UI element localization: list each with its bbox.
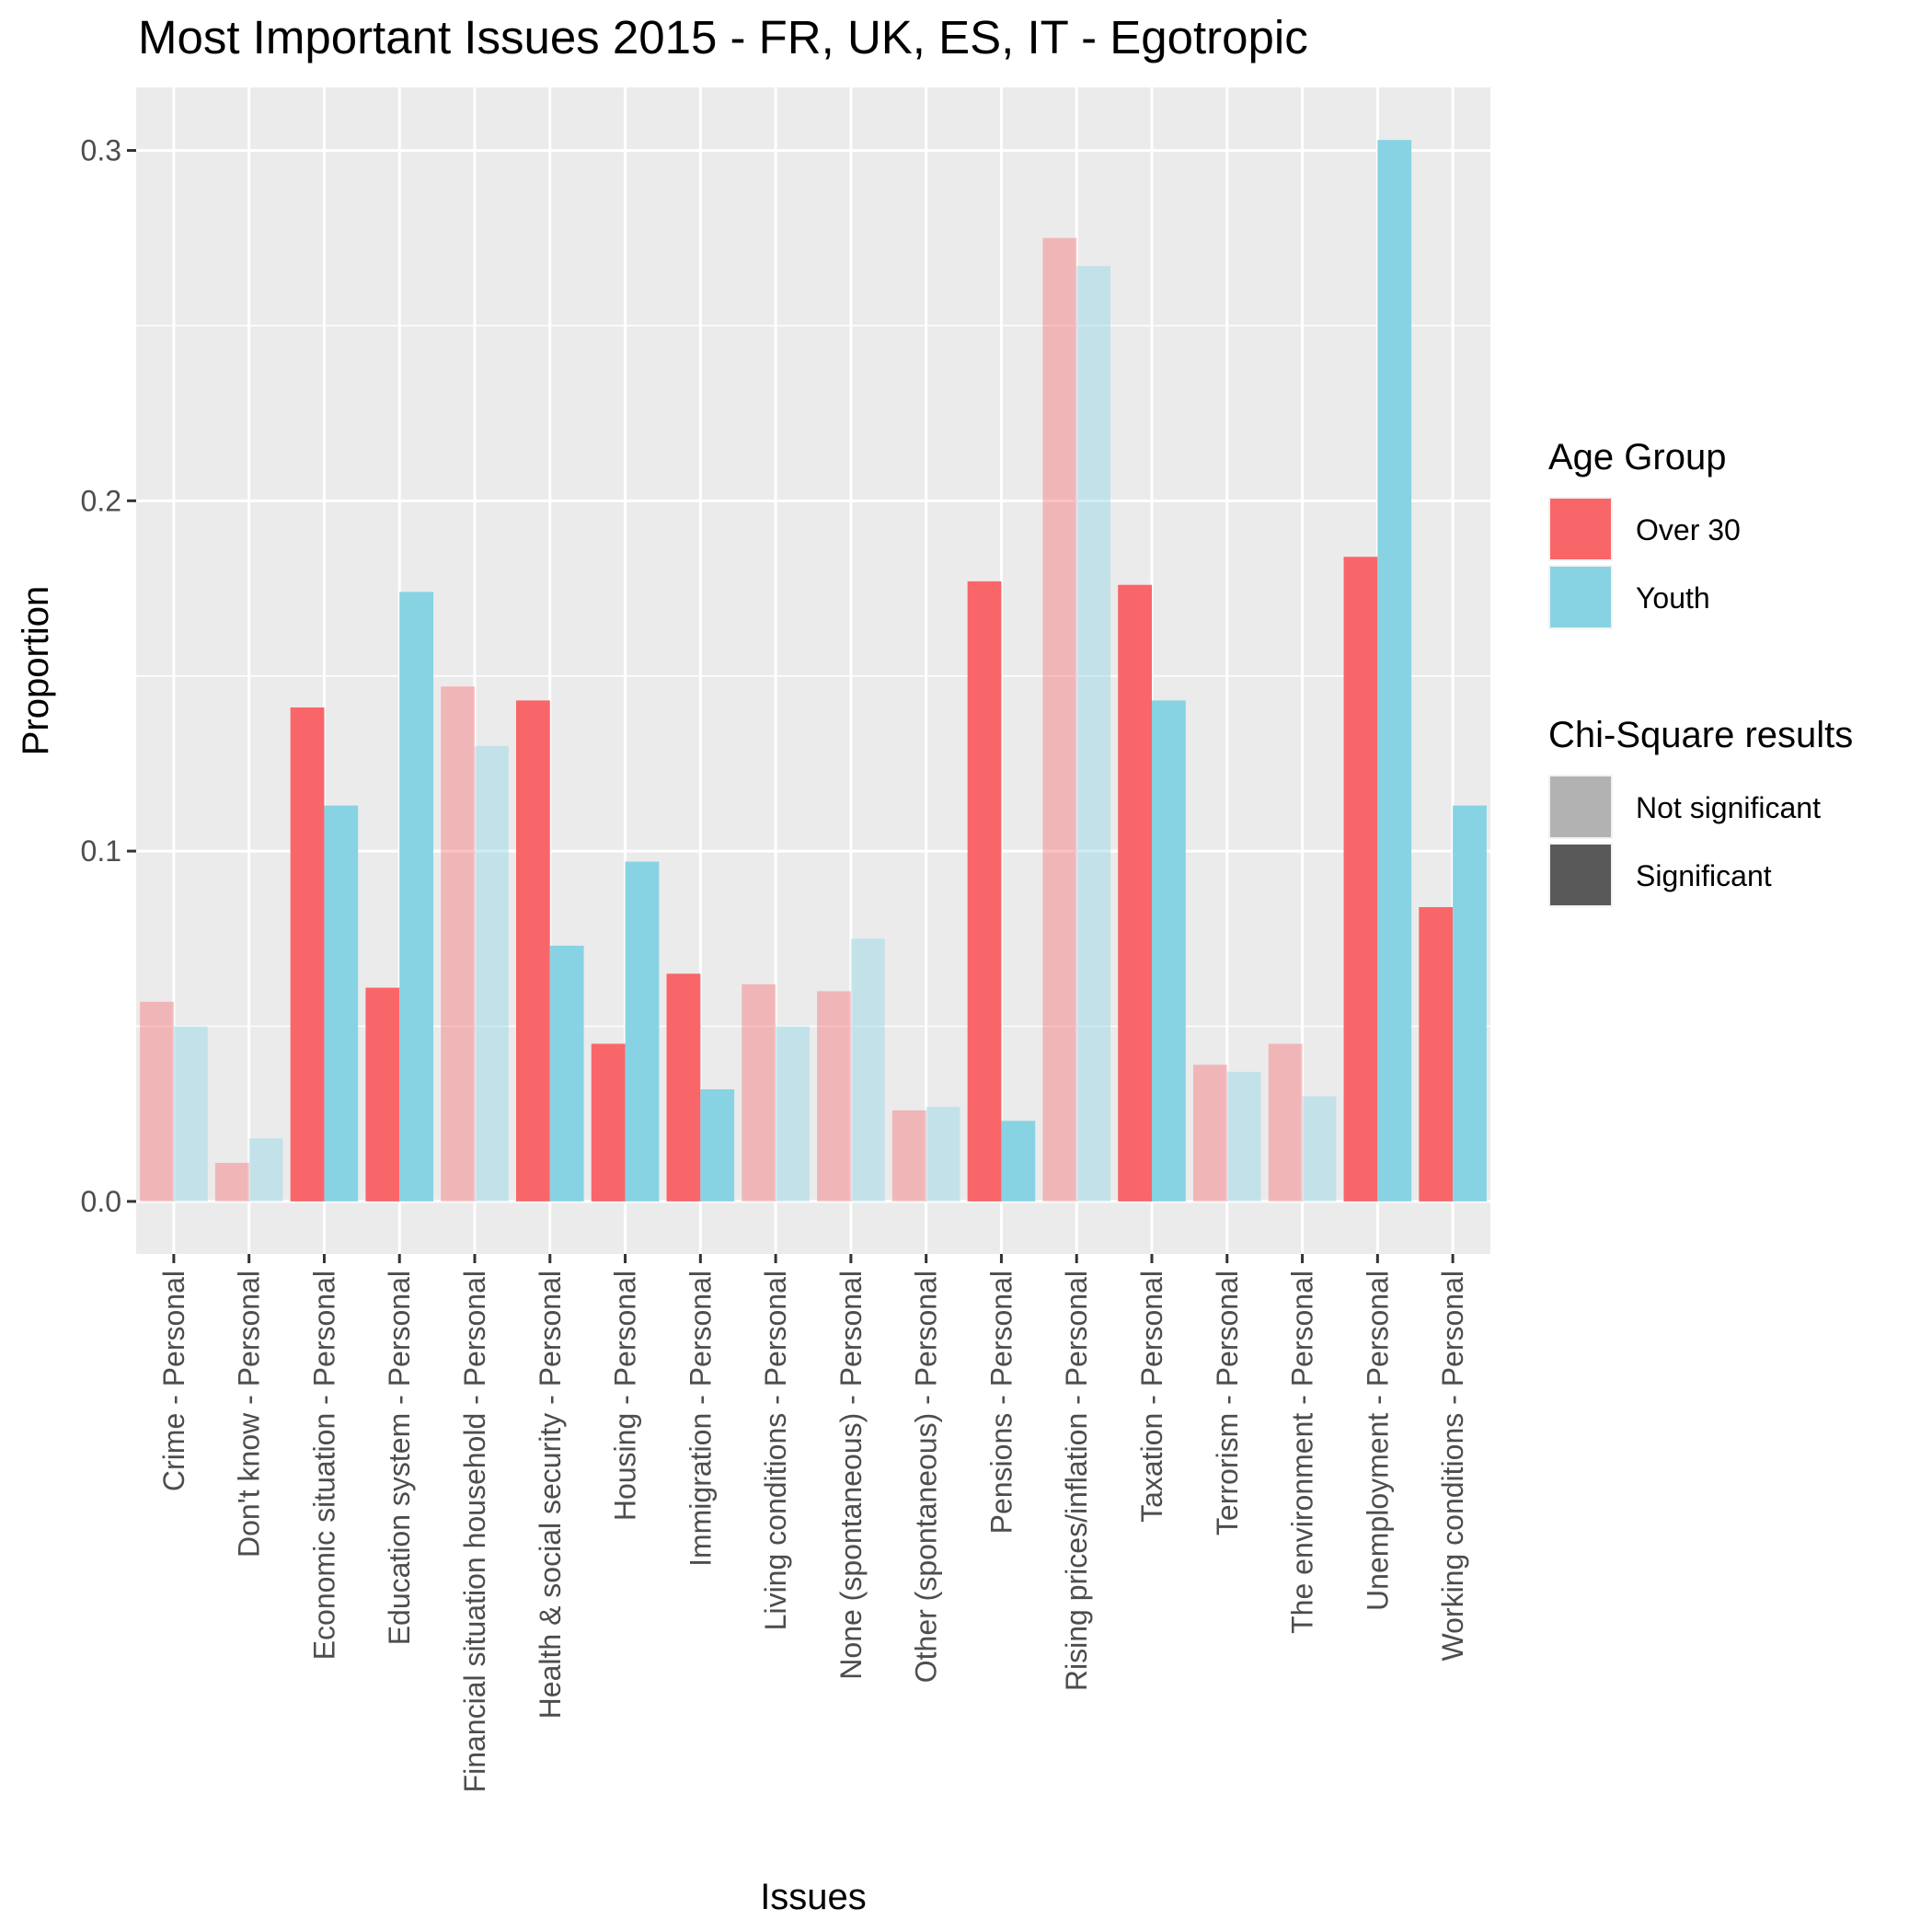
grid-minor	[136, 325, 1490, 1028]
x-tick-label: Unemployment - Personal	[1361, 1271, 1394, 1611]
bar-youth	[776, 1026, 810, 1202]
chart-title: Most Important Issues 2015 - FR, UK, ES,…	[138, 11, 1308, 63]
bar-youth	[1453, 805, 1487, 1202]
bar-youth	[625, 861, 660, 1202]
legend-label: Youth	[1636, 581, 1710, 615]
bar-over-30	[1042, 237, 1077, 1202]
legend-key-youth	[1550, 567, 1611, 627]
x-tick-label: Working conditions - Personal	[1436, 1271, 1469, 1662]
bars	[140, 140, 1487, 1202]
x-tick-label: Immigration - Personal	[684, 1271, 717, 1567]
bar-over-30	[1118, 584, 1152, 1202]
bar-over-30	[515, 700, 550, 1202]
bar-youth	[1152, 700, 1186, 1202]
legend-title-chi-square: Chi-Square results	[1548, 715, 1853, 755]
y-tick-label: 0.0	[81, 1185, 121, 1218]
legend-label: Significant	[1636, 859, 1772, 892]
x-axis-title: Issues	[760, 1877, 867, 1917]
y-tick-label: 0.3	[81, 134, 121, 167]
x-tick-label: Crime - Personal	[157, 1271, 190, 1491]
bar-youth	[324, 805, 359, 1202]
legend-title-age-group: Age Group	[1548, 437, 1726, 477]
x-tick-label: None (spontaneous) - Personal	[834, 1271, 868, 1680]
x-axis: Crime - Personal Don't know - Personal Eco…	[157, 1254, 1469, 1792]
plot-panel	[136, 87, 1490, 1254]
legend-key-significant	[1550, 845, 1611, 905]
bar-youth	[248, 1138, 283, 1202]
bar-over-30	[441, 686, 475, 1202]
bar-youth	[1076, 266, 1111, 1202]
x-tick-label: Other (spontaneous) - Personal	[910, 1271, 943, 1683]
bar-over-30	[1268, 1043, 1303, 1202]
bar-over-30	[967, 581, 1002, 1202]
x-tick-label: Pensions - Personal	[984, 1271, 1018, 1534]
y-axis-title: Proportion	[16, 586, 56, 756]
bar-over-30	[214, 1162, 249, 1202]
bar-over-30	[140, 1001, 174, 1202]
y-axis: 0.0 0.1 0.2 0.3	[81, 134, 136, 1218]
x-tick-label: Health & social security - Personal	[534, 1271, 567, 1719]
bar-over-30	[666, 973, 701, 1202]
x-tick-label: Education system - Personal	[383, 1271, 416, 1645]
x-tick-label: The environment - Personal	[1286, 1271, 1319, 1634]
x-tick-label: Economic situation - Personal	[307, 1271, 340, 1660]
legend-key-not-significant	[1550, 776, 1611, 837]
bar-over-30	[591, 1043, 626, 1202]
legend-label: Not significant	[1636, 791, 1821, 824]
bar-youth	[475, 745, 509, 1202]
bar-over-30	[891, 1110, 926, 1202]
bar-youth	[926, 1107, 960, 1202]
y-tick-label: 0.2	[81, 484, 121, 517]
bar-youth	[700, 1089, 735, 1202]
legend-label: Over 30	[1636, 513, 1741, 546]
bar-over-30	[817, 991, 851, 1202]
x-tick-label: Housing - Personal	[609, 1271, 642, 1521]
bar-youth	[549, 945, 584, 1202]
x-tick-label: Living conditions - Personal	[759, 1271, 792, 1630]
bar-over-30	[1343, 557, 1378, 1202]
bar-youth	[1001, 1121, 1036, 1202]
bar-youth	[850, 938, 885, 1202]
legend: Age Group Over 30 Youth Chi-Square results N…	[1548, 437, 1853, 907]
bar-youth	[1226, 1071, 1261, 1202]
bar-over-30	[1192, 1064, 1227, 1202]
bar-youth	[1302, 1096, 1337, 1202]
bar-over-30	[290, 707, 325, 1202]
x-tick-label: Don't know - Personal	[233, 1271, 266, 1558]
x-tick-label: Rising prices/inflation - Personal	[1060, 1271, 1093, 1691]
legend-key-over-30	[1550, 499, 1611, 559]
x-tick-label: Financial situation household - Personal	[458, 1271, 491, 1792]
bar-over-30	[1419, 907, 1454, 1202]
bar-youth	[399, 592, 434, 1202]
x-tick-label: Terrorism - Personal	[1211, 1271, 1244, 1535]
bar-over-30	[742, 983, 776, 1202]
x-tick-label: Taxation - Personal	[1135, 1271, 1168, 1523]
bar-over-30	[365, 987, 400, 1202]
bar-youth	[173, 1026, 208, 1202]
y-tick-label: 0.1	[81, 834, 121, 868]
bar-youth	[1377, 140, 1412, 1202]
